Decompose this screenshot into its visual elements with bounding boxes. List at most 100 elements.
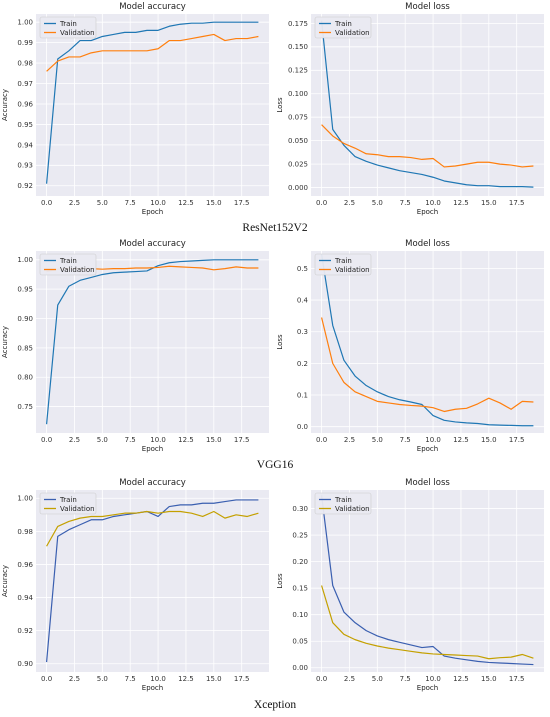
x-tick-label: 0.0 bbox=[41, 436, 52, 444]
y-tick-label: 0.92 bbox=[17, 182, 33, 190]
chart-xception-accuracy: Model accuracy 0.0 2.5 5.0 7.5 10.0 12.5 15.0 17… bbox=[0, 476, 275, 698]
x-tick-label: 15.0 bbox=[481, 199, 497, 207]
legend-label: Validation bbox=[60, 29, 95, 37]
y-axis-label: Accuracy bbox=[1, 326, 9, 358]
x-tick-label: 17.5 bbox=[509, 436, 525, 444]
y-tick-label: 0.20 bbox=[292, 558, 308, 566]
y-tick-label: 0.90 bbox=[17, 660, 33, 668]
x-tick-label: 17.5 bbox=[234, 436, 250, 444]
chart-title: Model accuracy bbox=[119, 2, 186, 12]
y-axis-label: Accuracy bbox=[1, 565, 9, 597]
x-axis-label: Epoch bbox=[142, 684, 163, 692]
x-tick-label: 10.0 bbox=[425, 436, 441, 444]
x-tick-label: 5.0 bbox=[372, 675, 383, 683]
x-tick-label: 2.5 bbox=[344, 199, 355, 207]
caption-resnet152v2: ResNet152V2 bbox=[242, 222, 308, 234]
series-line-train bbox=[45, 499, 259, 663]
y-tick-label: 0.90 bbox=[17, 315, 33, 323]
y-tick-label: 0.05 bbox=[292, 638, 308, 646]
y-tick-label: 0.93 bbox=[17, 162, 33, 170]
chart-title: Model loss bbox=[405, 239, 450, 249]
legend-label: Train bbox=[59, 257, 77, 265]
legend-label: Train bbox=[334, 20, 352, 28]
x-axis-label: Epoch bbox=[142, 208, 163, 216]
y-tick-label: 0.100 bbox=[288, 90, 308, 98]
y-tick-label: 0.125 bbox=[288, 67, 308, 75]
plot-area bbox=[36, 251, 269, 433]
x-tick-label: 12.5 bbox=[453, 436, 469, 444]
chart-title: Model accuracy bbox=[119, 239, 186, 249]
x-tick-label: 10.0 bbox=[150, 436, 166, 444]
y-tick-label: 0.3 bbox=[297, 328, 308, 336]
y-tick-label: 1.00 bbox=[17, 256, 33, 264]
y-tick-label: 0.98 bbox=[17, 59, 33, 67]
x-tick-label: 7.5 bbox=[400, 199, 411, 207]
chart-title: Model loss bbox=[405, 478, 450, 488]
series-line-validation bbox=[321, 124, 534, 168]
y-tick-label: 0.30 bbox=[292, 505, 308, 513]
y-tick-label: 0.94 bbox=[17, 141, 33, 149]
x-tick-label: 0.0 bbox=[316, 199, 327, 207]
caption-xception: Xception bbox=[253, 699, 297, 711]
y-tick-label: 0.96 bbox=[17, 100, 33, 108]
legend-label: Train bbox=[334, 257, 352, 265]
x-tick-label: 10.0 bbox=[425, 675, 441, 683]
y-tick-label: 0.80 bbox=[17, 374, 33, 382]
y-tick-label: 0.95 bbox=[17, 121, 33, 129]
x-tick-label: 5.0 bbox=[97, 199, 108, 207]
x-tick-label: 0.0 bbox=[316, 436, 327, 444]
plot-area bbox=[311, 251, 544, 433]
x-axis-label: Epoch bbox=[417, 208, 438, 216]
chart-title: Model loss bbox=[405, 2, 450, 12]
x-tick-label: 5.0 bbox=[97, 436, 108, 444]
x-axis-label: Epoch bbox=[142, 445, 163, 453]
x-tick-label: 7.5 bbox=[125, 675, 136, 683]
y-tick-label: 0.96 bbox=[17, 561, 33, 569]
x-tick-label: 10.0 bbox=[425, 199, 441, 207]
y-tick-label: 0.150 bbox=[288, 43, 308, 51]
series-line-validation bbox=[321, 317, 534, 413]
chart-title: Model accuracy bbox=[119, 478, 186, 488]
x-tick-label: 10.0 bbox=[150, 199, 166, 207]
x-tick-label: 2.5 bbox=[344, 675, 355, 683]
plot-area bbox=[36, 14, 269, 196]
legend-label: Validation bbox=[335, 266, 370, 274]
chart-resnet-loss: Model loss 0.0 2.5 5.0 7.5 10.0 12.5 15.0 17.5 0.… bbox=[275, 0, 550, 222]
y-tick-label: 0.95 bbox=[17, 286, 33, 294]
chart-resnet-accuracy: Model accuracy 0.0 2.5 5.0 7.5 10.0 12.5 15.0 17… bbox=[0, 0, 275, 222]
y-tick-label: 0.10 bbox=[292, 611, 308, 619]
x-tick-label: 2.5 bbox=[344, 436, 355, 444]
y-axis-label: Loss bbox=[276, 573, 284, 589]
y-tick-label: 0.5 bbox=[297, 265, 308, 273]
plot-area bbox=[311, 490, 544, 672]
x-tick-label: 15.0 bbox=[481, 675, 497, 683]
x-tick-label: 7.5 bbox=[125, 199, 136, 207]
legend-label: Train bbox=[59, 20, 77, 28]
x-tick-label: 7.5 bbox=[400, 675, 411, 683]
x-tick-label: 15.0 bbox=[206, 675, 222, 683]
x-tick-label: 12.5 bbox=[453, 199, 469, 207]
chart-xception-loss: Model loss 0.0 2.5 5.0 7.5 10.0 12.5 15.0 17.5 0.… bbox=[275, 476, 550, 698]
x-tick-label: 2.5 bbox=[69, 436, 80, 444]
y-tick-label: 0.94 bbox=[17, 594, 33, 602]
x-tick-label: 17.5 bbox=[234, 199, 250, 207]
x-tick-label: 0.0 bbox=[41, 675, 52, 683]
y-tick-label: 0.15 bbox=[292, 585, 308, 593]
x-tick-label: 15.0 bbox=[206, 436, 222, 444]
y-tick-label: 1.00 bbox=[17, 495, 33, 503]
y-tick-label: 0.75 bbox=[17, 403, 33, 411]
y-tick-label: 0.92 bbox=[17, 627, 33, 635]
y-tick-label: 0.000 bbox=[288, 184, 308, 192]
x-axis-label: Epoch bbox=[417, 684, 438, 692]
x-tick-label: 10.0 bbox=[150, 675, 166, 683]
legend-label: Train bbox=[334, 496, 352, 504]
y-tick-label: 0.4 bbox=[297, 296, 309, 304]
x-tick-label: 2.5 bbox=[69, 675, 80, 683]
series-line-train bbox=[320, 254, 534, 427]
y-tick-label: 0.175 bbox=[288, 20, 308, 28]
y-tick-label: 0.98 bbox=[17, 528, 33, 536]
x-tick-label: 12.5 bbox=[178, 436, 194, 444]
x-axis-label: Epoch bbox=[417, 445, 438, 453]
series-line-train bbox=[320, 20, 534, 188]
legend-label: Validation bbox=[335, 29, 370, 37]
